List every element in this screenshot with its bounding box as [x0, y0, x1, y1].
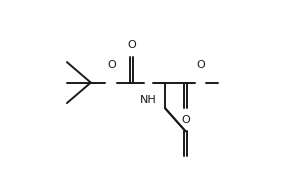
Text: O: O [181, 115, 190, 125]
Text: NH: NH [140, 95, 156, 105]
Text: O: O [107, 60, 116, 70]
Text: O: O [128, 40, 136, 50]
Text: O: O [197, 60, 205, 70]
